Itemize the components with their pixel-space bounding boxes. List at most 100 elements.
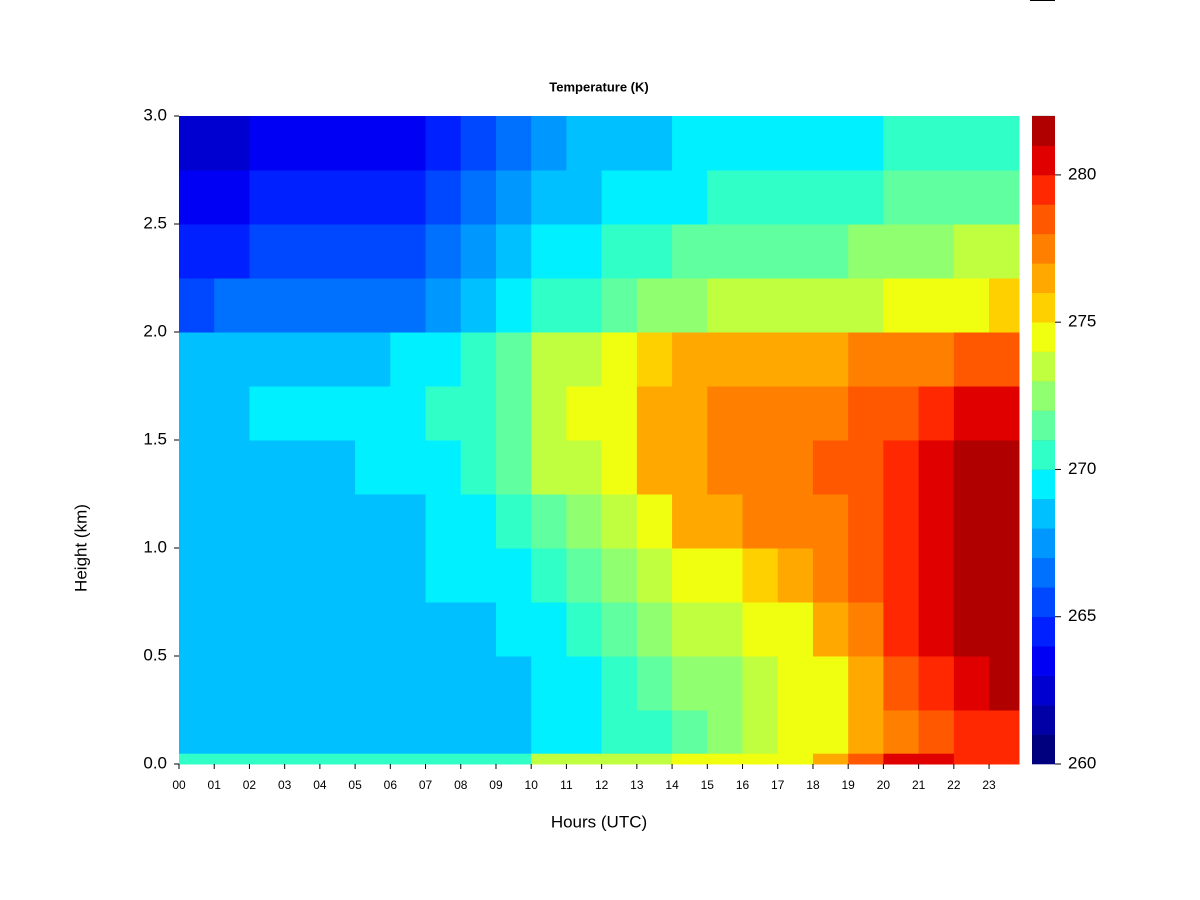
y-tick-label: 1.5 xyxy=(143,429,167,448)
heat-cell xyxy=(953,332,990,387)
heat-cell xyxy=(319,710,356,754)
heat-cell xyxy=(777,332,814,387)
colorbar-band xyxy=(1032,734,1055,765)
heat-cell xyxy=(355,602,391,657)
heat-cell xyxy=(284,656,321,711)
heat-cell xyxy=(601,494,638,549)
heat-cell xyxy=(672,278,708,333)
heat-cell xyxy=(918,170,955,225)
heat-cell xyxy=(179,332,215,387)
heat-cell xyxy=(460,602,497,657)
x-tick-label: 21 xyxy=(912,778,926,792)
heat-cell xyxy=(284,440,321,495)
heat-cell xyxy=(636,656,673,711)
y-tick-label: 0.0 xyxy=(143,753,167,772)
heat-cell xyxy=(777,170,814,225)
colorbar-band xyxy=(1032,616,1055,647)
heat-cell xyxy=(918,656,955,711)
heat-cell xyxy=(355,224,391,279)
heat-cell xyxy=(707,440,744,495)
x-tick-label: 14 xyxy=(665,778,679,792)
heat-cell xyxy=(953,386,990,441)
heat-cell xyxy=(601,656,638,711)
heat-cell xyxy=(495,224,532,279)
colorbar-band xyxy=(1032,233,1055,264)
heat-cell xyxy=(742,548,779,603)
heat-cell xyxy=(249,116,286,171)
heat-cell xyxy=(672,224,708,279)
heat-cell xyxy=(953,656,990,711)
heat-cell xyxy=(179,278,215,333)
heat-cell xyxy=(636,753,673,765)
heat-cell xyxy=(284,386,321,441)
heat-cell xyxy=(848,656,884,711)
heat-cell xyxy=(425,753,462,765)
heat-cell xyxy=(601,386,638,441)
colorbar-tick-label: 280 xyxy=(1068,164,1096,183)
heat-cell xyxy=(319,602,356,657)
heat-cell xyxy=(812,440,849,495)
heat-cell xyxy=(636,224,673,279)
heat-cell xyxy=(918,602,955,657)
heat-cell xyxy=(390,440,427,495)
heat-cell xyxy=(495,753,532,765)
heat-cell xyxy=(636,440,673,495)
heat-cell xyxy=(566,116,603,171)
heat-cell xyxy=(707,278,744,333)
heat-cell xyxy=(566,170,603,225)
x-tick-label: 03 xyxy=(278,778,292,792)
x-tick-label: 22 xyxy=(947,778,961,792)
heat-cell xyxy=(707,656,744,711)
heat-cell xyxy=(390,278,427,333)
heat-cell xyxy=(742,332,779,387)
heat-cell xyxy=(319,753,356,765)
heat-cell xyxy=(355,753,391,765)
heat-cell xyxy=(495,332,532,387)
heat-cell xyxy=(355,386,391,441)
heat-cell xyxy=(566,440,603,495)
heat-cell xyxy=(601,548,638,603)
heat-cell xyxy=(953,548,990,603)
heat-cell xyxy=(777,386,814,441)
heat-cell xyxy=(848,386,884,441)
heat-cell xyxy=(601,278,638,333)
heat-cell xyxy=(672,753,708,765)
heat-cell xyxy=(355,116,391,171)
heat-cell xyxy=(531,548,567,603)
heat-cell xyxy=(812,602,849,657)
heat-cell xyxy=(460,494,497,549)
heat-cell xyxy=(179,116,215,171)
x-tick-label: 13 xyxy=(630,778,644,792)
colorbar-band xyxy=(1032,116,1055,146)
heat-cell xyxy=(601,602,638,657)
heat-cell xyxy=(214,710,250,754)
heat-cell xyxy=(777,440,814,495)
heat-cell xyxy=(249,494,286,549)
colorbar-band xyxy=(1032,381,1055,411)
heat-cell xyxy=(531,116,567,171)
heat-cell xyxy=(566,602,603,657)
heat-cell xyxy=(989,548,1020,603)
heat-cell xyxy=(460,116,497,171)
heat-cell xyxy=(460,548,497,603)
heat-cell xyxy=(883,170,920,225)
heat-cell xyxy=(355,440,391,495)
colorbar-band xyxy=(1032,528,1055,559)
heat-cell xyxy=(953,753,990,765)
heat-cell xyxy=(319,548,356,603)
heat-cell xyxy=(848,116,884,171)
heat-cell xyxy=(214,602,250,657)
heat-cell xyxy=(742,170,779,225)
heat-cell xyxy=(495,386,532,441)
colorbar-band xyxy=(1032,646,1055,676)
heat-cell xyxy=(848,170,884,225)
heat-cell xyxy=(284,548,321,603)
heat-cell xyxy=(214,170,250,225)
heat-cell xyxy=(249,386,286,441)
heat-cell xyxy=(953,710,990,754)
heat-cell xyxy=(390,116,427,171)
heat-cell xyxy=(636,170,673,225)
heat-cell xyxy=(672,170,708,225)
heat-cell xyxy=(249,602,286,657)
heat-cell xyxy=(284,116,321,171)
